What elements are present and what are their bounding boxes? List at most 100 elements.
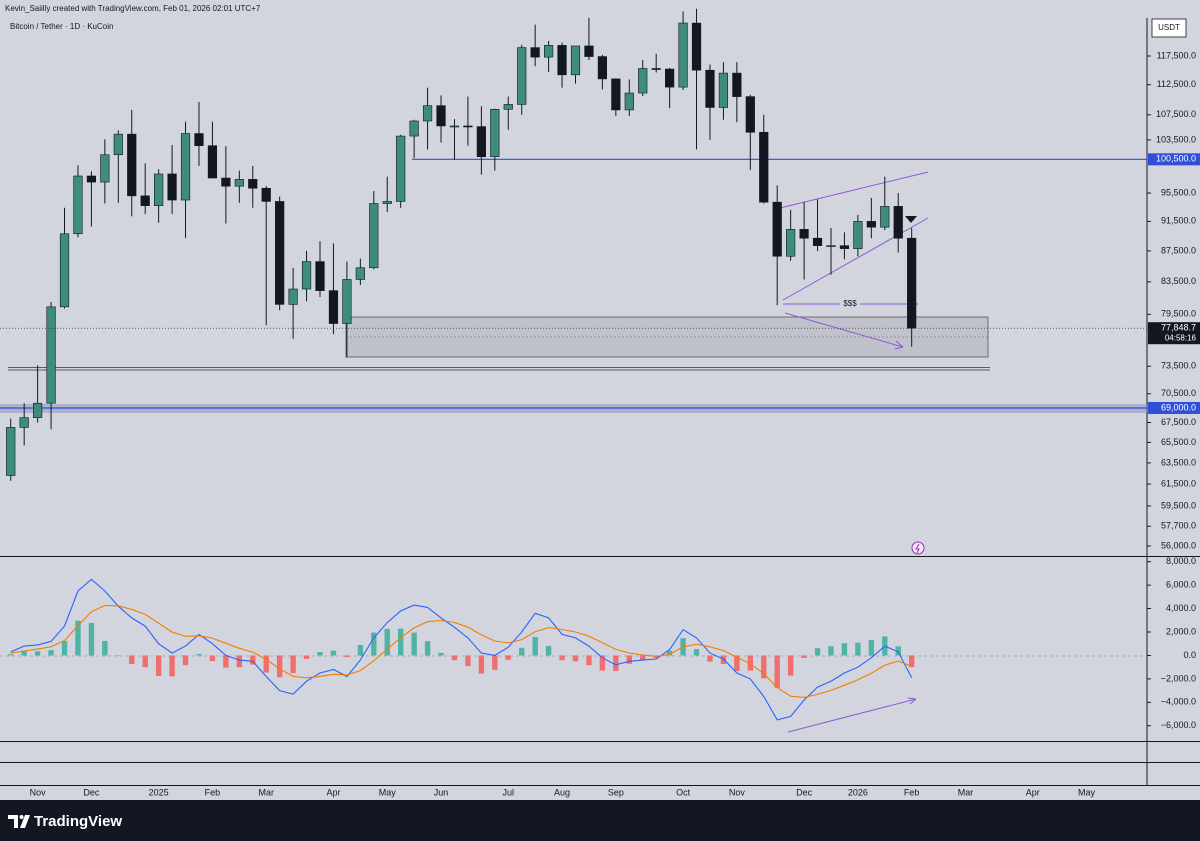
background [0,0,1200,800]
histogram-bar [357,645,364,656]
x-tick-label: 2025 [149,787,169,797]
level-label: 69,000.0 [1161,402,1196,412]
y-tick-label: 95,500.0 [1161,187,1196,197]
level-tag [1148,153,1200,166]
histogram-bar [424,641,431,656]
candle-body [463,125,473,128]
header: Kevin_Saiilly created with TradingView.c… [5,4,261,13]
y-tick-label: 67,500.0 [1161,417,1196,427]
histogram-bar [102,640,108,656]
x-tick-label: Feb [205,787,221,797]
candle-body [100,154,110,183]
candle-body [342,279,352,324]
alert-icon-bolt [915,543,920,554]
unit-label: USDT [1158,23,1180,32]
histogram-bar [263,655,269,673]
candle-body [544,45,554,58]
candle-body [127,133,137,197]
y-tick-label: 8,000.0 [1166,556,1196,566]
brand: TradingView [34,813,122,830]
candle-body [6,427,16,476]
histogram-bar [34,651,41,656]
histogram-bar [250,655,256,665]
y-tick-label: 6,000.0 [1166,580,1196,590]
histogram-bar [169,655,175,677]
histogram-bar [492,655,498,670]
histogram-bar [572,655,579,662]
y-tick-label: −2,000.0 [1161,673,1196,683]
histogram-bar [290,655,296,674]
macd-divergence-arrow [787,698,917,733]
last-price-label: 77,848.7 [1161,323,1196,333]
candle-body [759,131,769,203]
candle-body [705,69,715,108]
histogram-bar [317,652,323,656]
x-tick-label: May [379,787,397,797]
wedge-upper [779,171,929,209]
arrow-head [894,340,904,350]
x-tick-label: 2026 [848,787,868,797]
candle-body [691,22,702,71]
wedge-lower [782,217,929,301]
candle-body [772,201,782,257]
candle-body [476,126,486,158]
candle-body [530,47,540,58]
y-tick-label: 65,500.0 [1161,437,1196,447]
histogram-bar [21,650,27,656]
histogram-bar [626,655,632,664]
candle-body [382,201,392,204]
candle-body [624,92,634,111]
candle-body [557,45,567,76]
candle-body [154,173,164,206]
candle-body [597,56,607,80]
histogram-bar [868,639,875,656]
candle-body [893,206,903,239]
candle-body [19,417,29,428]
countdown-label: 04:58:16 [1165,333,1197,342]
histogram-bar [115,655,121,656]
histogram-bar [814,648,821,656]
candle-body [261,187,271,202]
candle-body [570,45,581,76]
candle-body [745,96,755,133]
x-tick-label: Dec [83,787,100,797]
histogram-bar [693,649,700,656]
histogram-bar [182,655,189,666]
macd-line [10,604,912,698]
histogram-bar [855,642,861,656]
candle-body [436,105,446,127]
histogram-bar [48,650,54,656]
histogram-bar [438,652,444,656]
x-tick-label: Apr [326,787,340,797]
candle-body [517,47,527,105]
candle-body [396,135,406,202]
histogram-bar [640,655,646,661]
candle-body [167,173,177,201]
y-tick-label: 117,500.0 [1157,50,1196,60]
histogram-bar [465,655,471,667]
x-tick-label: Sep [608,787,624,797]
histogram-bar [411,632,417,656]
histogram-bar [236,655,243,668]
candle-body [180,133,191,201]
histogram-bar [586,655,592,666]
y-tick-label: 61,500.0 [1161,478,1196,488]
candle-body [248,179,258,189]
candle-body [826,245,836,247]
histogram-bar [75,620,81,656]
candle-body [422,105,433,122]
y-tick-label: 107,500.0 [1156,109,1196,119]
histogram-bar [209,655,216,662]
candle-body [369,203,379,269]
histogram-bar [129,655,135,665]
candle-body [880,206,890,228]
last-price-tag [1148,322,1200,345]
candle-body [409,120,419,137]
candle-body [449,125,460,128]
x-tick-label: Jun [434,787,449,797]
x-tick-label: Nov [30,787,47,797]
candle-body [651,68,661,70]
x-tick-label: Apr [1026,787,1040,797]
